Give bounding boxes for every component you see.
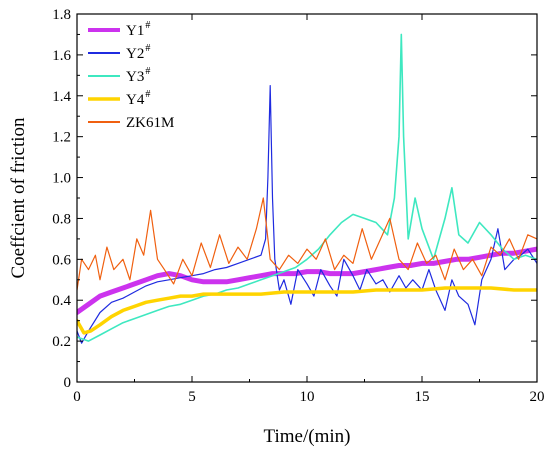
legend-label-y4: Y4# (126, 89, 150, 108)
y-tick-label: 0.2 (52, 334, 71, 350)
x-tick-label: 20 (530, 389, 545, 405)
y-axis: 0 0.2 0.4 0.6 0.8 1.0 1.2 1.4 1.6 1.8 (52, 7, 537, 391)
x-tick-label: 5 (188, 389, 196, 405)
y-tick-label: 1.4 (52, 89, 71, 105)
x-tick-label: 10 (300, 389, 315, 405)
legend-label-y3: Y3# (126, 66, 150, 85)
legend-label-y1: Y1# (126, 20, 150, 39)
x-axis: 0 5 10 15 20 (73, 14, 545, 405)
y-tick-label: 0.6 (52, 252, 71, 268)
legend-label-zk61m: ZK61M (126, 115, 174, 131)
y-tick-label: 0.8 (52, 211, 71, 227)
legend-label-y2: Y2# (126, 43, 150, 62)
legend: Y1# Y2# Y3# Y4# ZK61M (88, 20, 174, 131)
x-tick-label: 0 (73, 389, 81, 405)
series-line-y2 (77, 85, 537, 344)
series-line-y3 (77, 33, 537, 342)
x-axis-label: Time/(min) (264, 426, 351, 447)
y-axis-label: Coeffcient of friction (8, 117, 29, 279)
y-tick-label: 1.2 (52, 130, 71, 146)
y-tick-label: 0 (64, 375, 72, 391)
y-tick-label: 1.8 (52, 7, 71, 23)
series-layer (77, 33, 537, 344)
x-tick-label: 15 (415, 389, 430, 405)
series-line-zk61m (77, 197, 537, 291)
series-line-y4 (77, 286, 537, 335)
y-tick-label: 0.4 (52, 293, 71, 309)
y-tick-label: 1.0 (52, 171, 71, 187)
y-tick-label: 1.6 (52, 48, 71, 64)
series-line-y1 (77, 246, 537, 315)
